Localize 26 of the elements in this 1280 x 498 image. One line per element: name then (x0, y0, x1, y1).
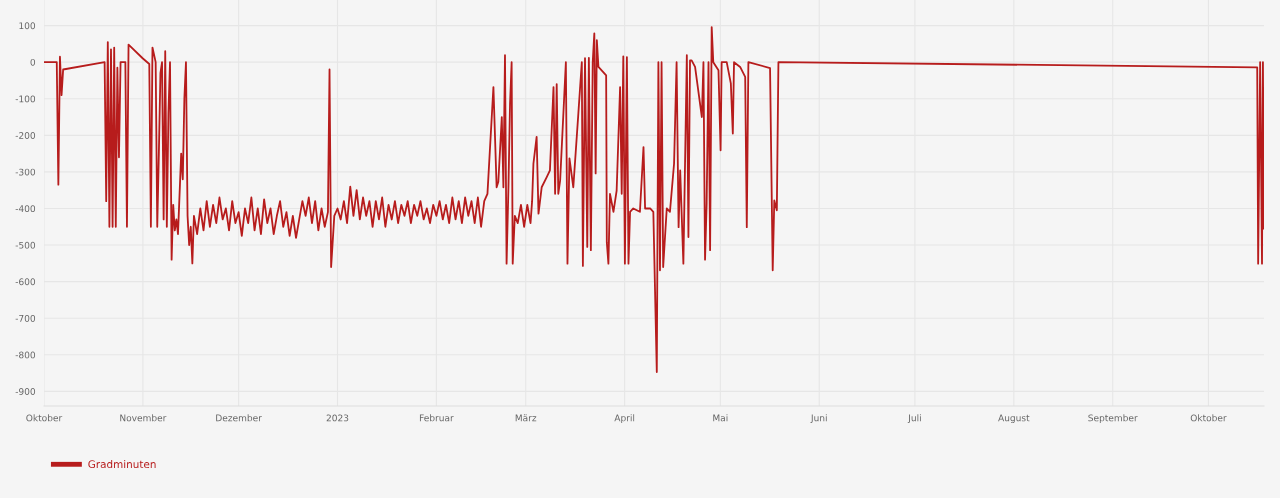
x-tick-label: 2023 (326, 414, 349, 422)
x-tick-label: Februar (419, 414, 454, 422)
legend-label: Gradminuten (88, 460, 156, 469)
y-tick-label: -100 (15, 95, 36, 103)
x-tick-label: Oktober (26, 414, 63, 422)
line-series (44, 26, 1264, 373)
y-tick-label: -400 (15, 205, 36, 213)
x-tick-label: Oktober (1190, 414, 1227, 422)
y-tick-label: 100 (19, 22, 36, 30)
y-tick-label: 0 (30, 58, 36, 66)
x-tick-label: November (120, 414, 167, 422)
x-tick-label: Juni (810, 414, 827, 423)
y-tick-label: -500 (15, 241, 36, 249)
y-tick-label: -900 (15, 388, 36, 395)
y-tick-label: -800 (15, 351, 36, 359)
x-tick-label: September (1088, 414, 1138, 424)
x-tick-label: April (614, 414, 635, 424)
x-tick-label: August (998, 414, 1030, 424)
y-tick-label: -600 (15, 278, 36, 286)
x-tick-label: Juli (907, 414, 921, 423)
y-tick-label: -700 (15, 314, 36, 322)
x-tick-label: März (515, 414, 537, 422)
y-tick-label: -200 (15, 132, 36, 139)
x-tick-label: Mai (713, 414, 728, 422)
y-tick-label: -300 (15, 168, 36, 176)
x-tick-label: Dezember (216, 414, 262, 422)
